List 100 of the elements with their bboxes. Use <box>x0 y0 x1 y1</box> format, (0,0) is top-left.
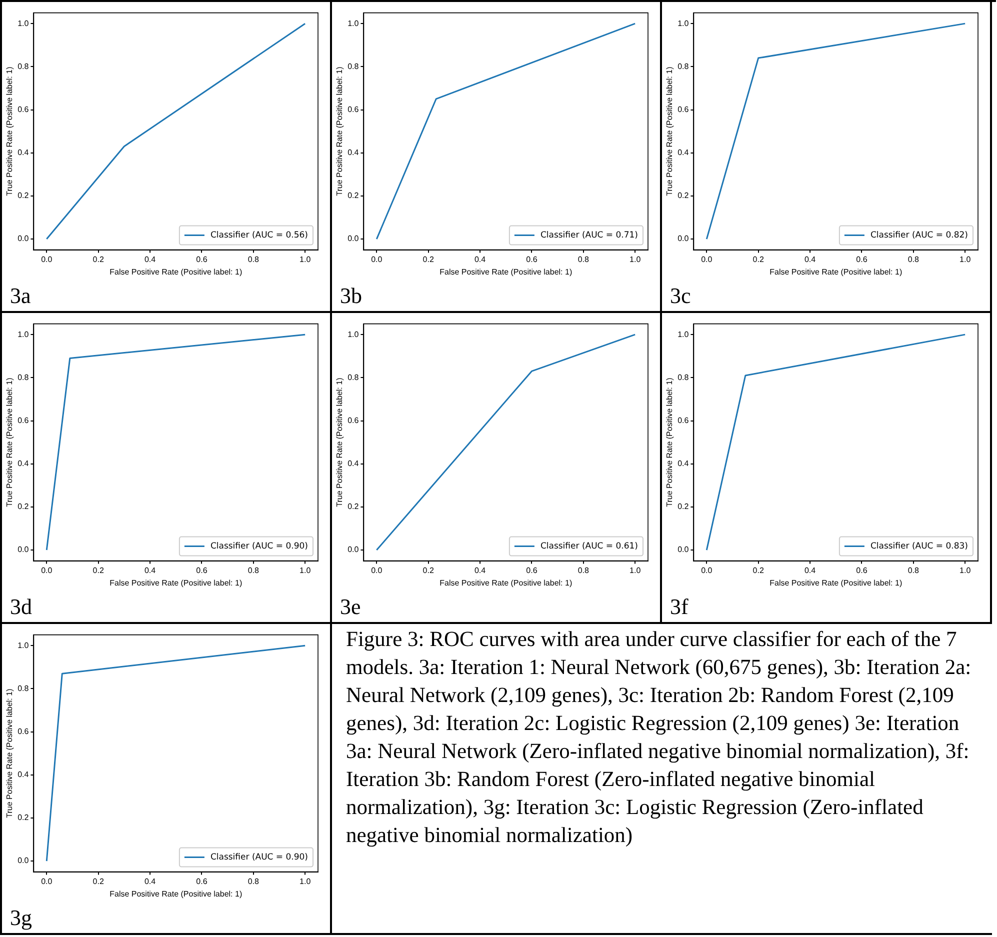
x-tick-label: 0.0 <box>701 254 713 264</box>
x-tick-label: 0.2 <box>752 566 764 575</box>
x-tick-label: 0.6 <box>526 566 538 575</box>
x-tick-label: 0.8 <box>578 566 590 575</box>
y-tick-label: 1.0 <box>348 330 360 339</box>
y-tick-label: 0.6 <box>678 416 690 425</box>
y-tick-label: 0.0 <box>348 234 360 244</box>
y-tick-label: 0.6 <box>18 104 30 114</box>
text: 3b <box>340 283 362 309</box>
y-tick-label: 0.2 <box>18 191 30 200</box>
y-tick-label: 0.6 <box>348 416 360 425</box>
legend-label: Classifier (AUC = 0.56) <box>210 230 308 241</box>
x-tick-label: 0.6 <box>196 254 208 264</box>
legend-label: Classifier (AUC = 0.90) <box>210 542 308 552</box>
y-tick-label: 0.6 <box>678 104 690 114</box>
text: 3e <box>340 594 361 620</box>
y-axis-title: True Positive Rate (Positive label: 1) <box>5 66 14 196</box>
x-tick-label: 1.0 <box>300 566 312 575</box>
text: 3g <box>10 905 32 931</box>
x-tick-label: 0.6 <box>196 876 208 886</box>
x-tick-label: 0.4 <box>804 566 816 575</box>
y-tick-label: 1.0 <box>18 18 30 28</box>
y-tick-label: 0.4 <box>18 459 30 468</box>
legend-label: Classifier (AUC = 0.83) <box>870 542 968 552</box>
y-tick-label: 1.0 <box>678 330 690 339</box>
y-tick-label: 0.8 <box>678 62 690 71</box>
x-tick-label: 0.2 <box>422 566 434 575</box>
legend-label: Classifier (AUC = 0.90) <box>210 852 308 863</box>
y-tick-label: 0.0 <box>18 856 30 866</box>
x-tick-label: 0.6 <box>856 566 868 575</box>
y-tick-label: 0.6 <box>348 104 360 114</box>
y-tick-label: 0.4 <box>348 148 360 158</box>
x-tick-label: 0.2 <box>752 254 764 264</box>
y-axis-title: True Positive Rate (Positive label: 1) <box>5 688 14 818</box>
x-tick-label: 0.0 <box>371 566 383 575</box>
y-tick-label: 0.8 <box>18 684 30 693</box>
y-tick-label: 0.0 <box>18 234 30 244</box>
x-tick-label: 0.8 <box>908 254 920 264</box>
x-tick-label: 1.0 <box>630 566 642 575</box>
x-tick-label: 0.4 <box>144 876 156 886</box>
y-tick-label: 0.2 <box>18 813 30 822</box>
x-tick-label: 0.4 <box>144 254 156 264</box>
y-axis-title: True Positive Rate (Positive label: 1) <box>665 377 674 507</box>
text: 3a <box>10 283 31 309</box>
x-tick-label: 0.2 <box>92 254 104 264</box>
x-axis-title: False Positive Rate (Positive label: 1) <box>770 578 902 588</box>
x-tick-label: 0.0 <box>701 566 713 575</box>
x-tick-label: 0.0 <box>371 254 383 264</box>
y-tick-label: 0.4 <box>678 459 690 468</box>
x-tick-label: 0.0 <box>41 566 53 575</box>
x-axis-title: False Positive Rate (Positive label: 1) <box>440 267 572 276</box>
x-axis-title: False Positive Rate (Positive label: 1) <box>110 578 242 588</box>
y-axis-title: True Positive Rate (Positive label: 1) <box>335 66 344 196</box>
y-axis-title: True Positive Rate (Positive label: 1) <box>665 66 674 196</box>
y-tick-label: 0.4 <box>18 770 30 780</box>
y-tick-label: 0.2 <box>678 191 690 200</box>
text: 3f <box>670 594 688 620</box>
y-tick-label: 0.4 <box>348 459 360 468</box>
y-tick-label: 0.2 <box>18 502 30 512</box>
y-tick-label: 0.6 <box>18 416 30 425</box>
y-tick-label: 0.8 <box>18 62 30 71</box>
x-tick-label: 0.0 <box>41 254 53 264</box>
x-tick-label: 1.0 <box>960 254 972 264</box>
y-tick-label: 0.2 <box>348 502 360 512</box>
x-tick-label: 0.4 <box>804 254 816 264</box>
x-tick-label: 0.2 <box>92 566 104 575</box>
text: 3d <box>10 594 32 620</box>
x-tick-label: 1.0 <box>300 254 312 264</box>
y-tick-label: 0.8 <box>678 372 690 382</box>
x-axis-title: False Positive Rate (Positive label: 1) <box>440 578 572 588</box>
y-tick-label: 1.0 <box>18 330 30 339</box>
y-tick-label: 0.0 <box>348 545 360 554</box>
x-tick-label: 0.8 <box>908 566 920 575</box>
x-tick-label: 1.0 <box>960 566 972 575</box>
y-tick-label: 0.6 <box>18 726 30 736</box>
y-tick-label: 0.0 <box>678 545 690 554</box>
y-tick-label: 0.8 <box>18 372 30 382</box>
x-tick-label: 0.2 <box>92 876 104 886</box>
x-tick-label: 0.6 <box>526 254 538 264</box>
x-tick-label: 0.8 <box>248 566 260 575</box>
y-tick-label: 1.0 <box>18 640 30 650</box>
x-tick-label: 0.8 <box>578 254 590 264</box>
x-tick-label: 1.0 <box>630 254 642 264</box>
y-tick-label: 0.4 <box>678 148 690 158</box>
x-tick-label: 0.6 <box>856 254 868 264</box>
y-tick-label: 0.8 <box>348 62 360 71</box>
legend-label: Classifier (AUC = 0.71) <box>540 230 638 241</box>
x-tick-label: 0.8 <box>248 254 260 264</box>
text: 3c <box>670 283 691 309</box>
legend-label: Classifier (AUC = 0.61) <box>540 542 638 552</box>
y-tick-label: 0.0 <box>678 234 690 244</box>
legend-label: Classifier (AUC = 0.82) <box>870 230 968 241</box>
x-tick-label: 0.4 <box>144 566 156 575</box>
x-axis-title: False Positive Rate (Positive label: 1) <box>770 267 902 276</box>
x-tick-label: 0.0 <box>41 876 53 886</box>
y-tick-label: 1.0 <box>678 18 690 28</box>
x-axis-title: False Positive Rate (Positive label: 1) <box>110 889 242 898</box>
y-axis-title: True Positive Rate (Positive label: 1) <box>5 377 14 507</box>
x-tick-label: 0.4 <box>474 566 486 575</box>
x-axis-title: False Positive Rate (Positive label: 1) <box>110 267 242 276</box>
